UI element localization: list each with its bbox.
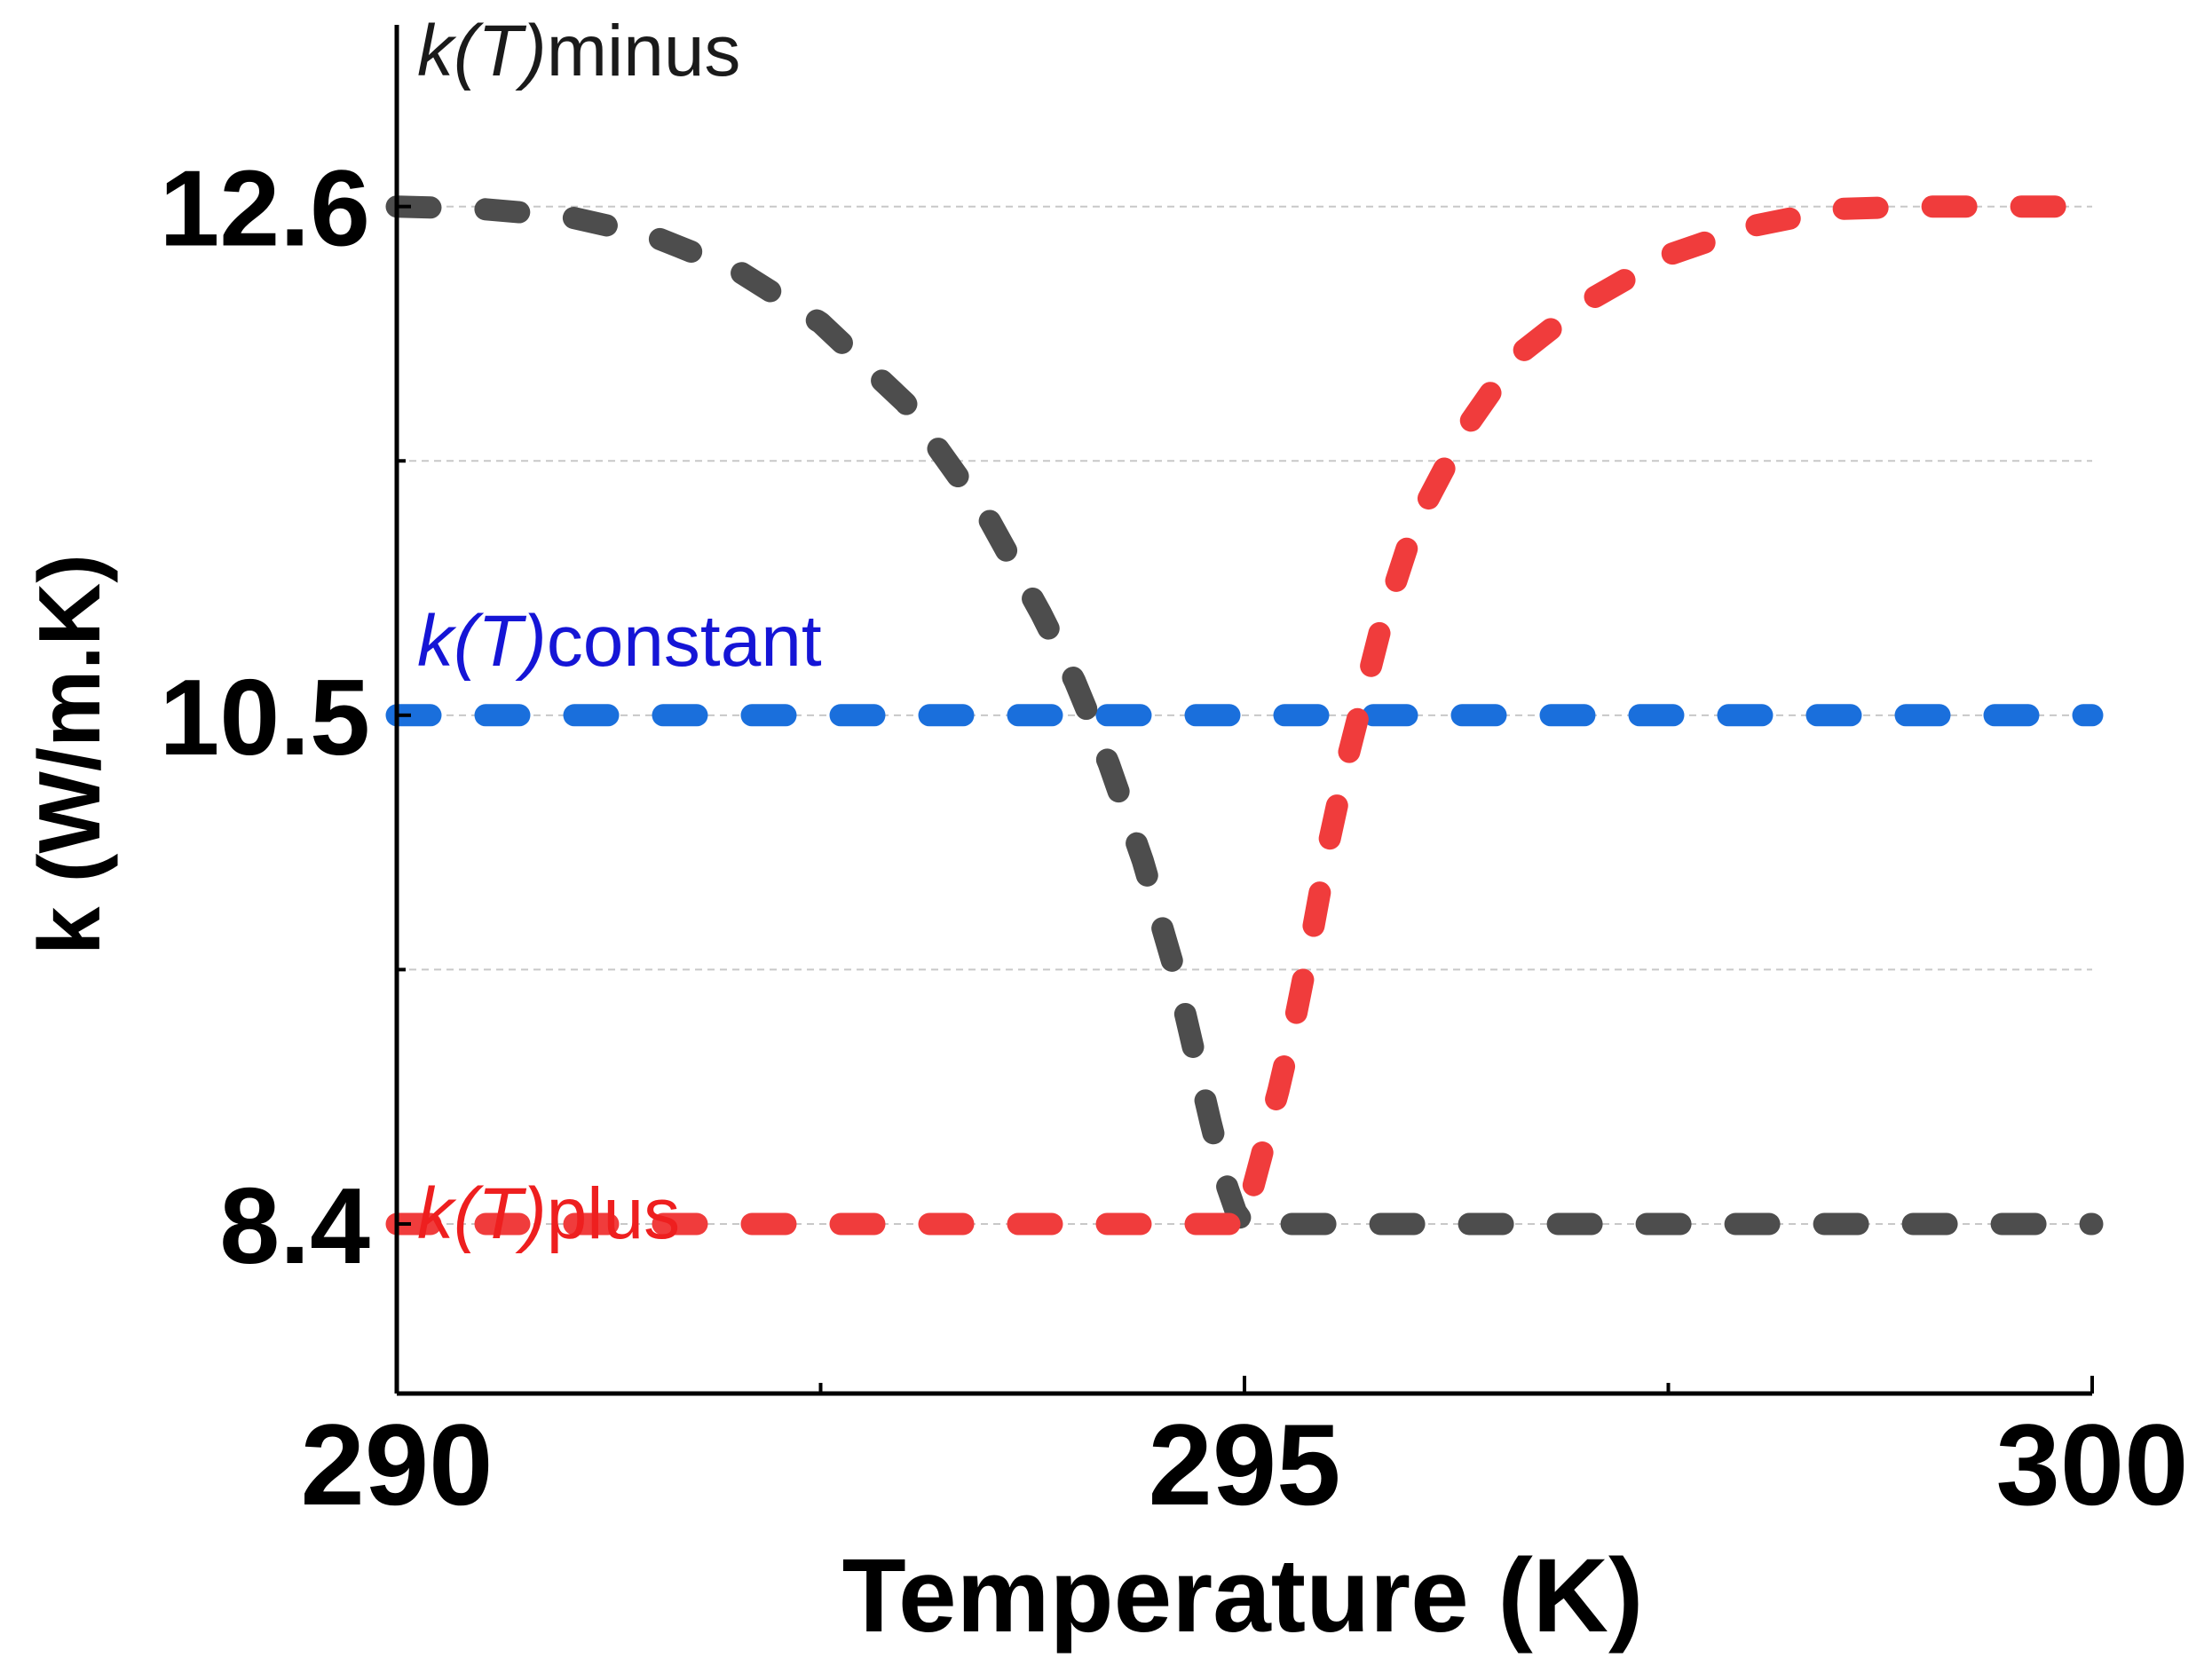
series-label-text: constant: [547, 601, 822, 682]
x-tick-label: 295: [1149, 1400, 1341, 1529]
y-tick-label: 12.6: [160, 148, 370, 269]
series-label-italic: k(T): [417, 601, 547, 682]
x-tick-label: 300: [1996, 1400, 2189, 1529]
series-lines: [385, 195, 2104, 1236]
series-minus-line: [385, 195, 2104, 1236]
series-label-minus: k(T)minus: [417, 11, 740, 91]
series-label-plus: k(T)plus: [417, 1173, 680, 1254]
tick-labels: 8.4 10.5 12.6 290 295 300: [160, 148, 2189, 1529]
x-axis-title: Temperature (K): [842, 1537, 1644, 1654]
series-label-text: minus: [547, 11, 741, 91]
series-label-italic: k(T): [417, 1173, 547, 1254]
series-label-text: plus: [547, 1173, 680, 1254]
y-tick-label: 10.5: [160, 657, 370, 778]
x-tick-label: 290: [301, 1400, 494, 1529]
y-axis-title: k (W/m.K): [20, 554, 118, 955]
y-tick-label: 8.4: [219, 1165, 370, 1286]
series-label-italic: k(T): [417, 11, 547, 91]
series-plus-line: [385, 195, 2104, 1236]
ticks: [395, 204, 2094, 1394]
series-label-constant: k(T)constant: [417, 601, 822, 682]
